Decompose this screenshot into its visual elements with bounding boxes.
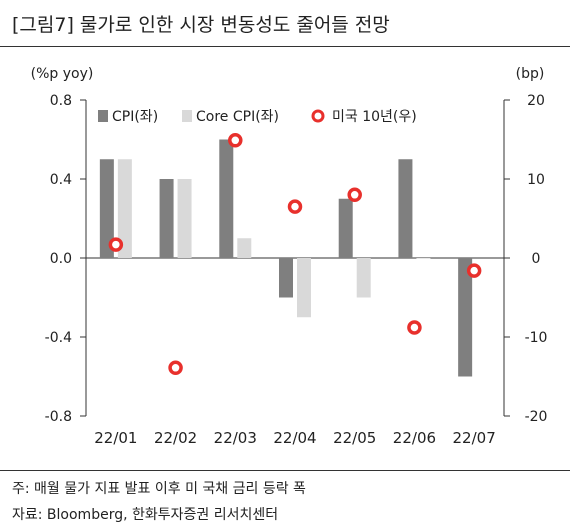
footer-divider xyxy=(0,470,570,471)
left-axis-unit: (%p yoy) xyxy=(31,66,94,82)
core-cpi-bar xyxy=(356,258,371,298)
chart: 0.8 0.4 0.0 -0.4 -0.8 20 10 0 -10 -20 (%p yoy) (bp)… xyxy=(31,66,548,447)
core-cpi-bar xyxy=(297,258,311,318)
us10y-point xyxy=(466,263,482,278)
bars xyxy=(99,139,473,377)
us10y-point xyxy=(347,187,362,203)
left-tick-label: 0.0 xyxy=(50,251,72,267)
left-tick-label: 0.8 xyxy=(50,93,72,109)
right-tick-label: 0 xyxy=(532,251,541,267)
cpi-bar xyxy=(159,179,174,258)
category-label: 22/05 xyxy=(333,429,376,447)
cpi-bar xyxy=(398,159,413,258)
right-tick-label: 20 xyxy=(527,93,545,109)
title-divider xyxy=(0,46,570,47)
category-label: 22/01 xyxy=(94,429,137,447)
legend-core-cpi-swatch xyxy=(182,110,192,122)
cpi-bar xyxy=(458,258,473,377)
source-note: 자료: Bloomberg, 한화투자증권 리서치센터 xyxy=(12,507,279,523)
core-cpi-bar xyxy=(117,159,132,258)
cpi-bar xyxy=(338,198,353,258)
axes: 0.8 0.4 0.0 -0.4 -0.8 20 10 0 -10 -20 (%p yoy) (bp)… xyxy=(31,66,548,447)
cpi-bar xyxy=(99,159,114,258)
legend-cpi-label: CPI(좌) xyxy=(112,109,158,125)
legend-cpi-swatch xyxy=(98,110,108,122)
right-tick-label: -10 xyxy=(525,330,548,346)
legend-core-cpi-label: Core CPI(좌) xyxy=(196,109,279,125)
category-label: 22/02 xyxy=(154,429,197,447)
left-tick-label: -0.8 xyxy=(45,409,72,425)
points xyxy=(108,133,482,376)
core-cpi-bar xyxy=(177,179,192,258)
core-cpi-bar xyxy=(416,258,431,259)
right-tick-label: -20 xyxy=(525,409,548,425)
cpi-bar xyxy=(219,139,234,258)
us10y-point xyxy=(407,320,422,335)
category-label: 22/04 xyxy=(273,429,316,447)
us10y-point xyxy=(108,237,124,252)
right-axis-unit: (bp) xyxy=(516,66,545,82)
category-label: 22/03 xyxy=(214,429,257,447)
core-cpi-bar xyxy=(237,238,252,258)
footnote: 주: 매월 물가 지표 발표 이후 미 국채 금리 등락 폭 xyxy=(12,481,306,497)
cpi-bar xyxy=(279,258,293,298)
left-tick-label: 0.4 xyxy=(50,172,72,188)
right-tick-label: 10 xyxy=(527,172,545,188)
legend: CPI(좌) Core CPI(좌) 미국 10년(우) xyxy=(98,109,417,125)
us10y-point xyxy=(287,199,303,214)
legend-us10y-label: 미국 10년(우) xyxy=(332,109,417,125)
category-label: 22/06 xyxy=(393,429,436,447)
us10y-point xyxy=(228,133,243,148)
left-tick-label: -0.4 xyxy=(45,330,72,346)
legend-us10y-marker xyxy=(311,109,325,123)
us10y-point xyxy=(168,360,183,376)
category-label: 22/07 xyxy=(453,429,496,447)
figure-title: [그림7] 물가로 인한 시장 변동성도 줄어들 전망 xyxy=(12,14,390,36)
